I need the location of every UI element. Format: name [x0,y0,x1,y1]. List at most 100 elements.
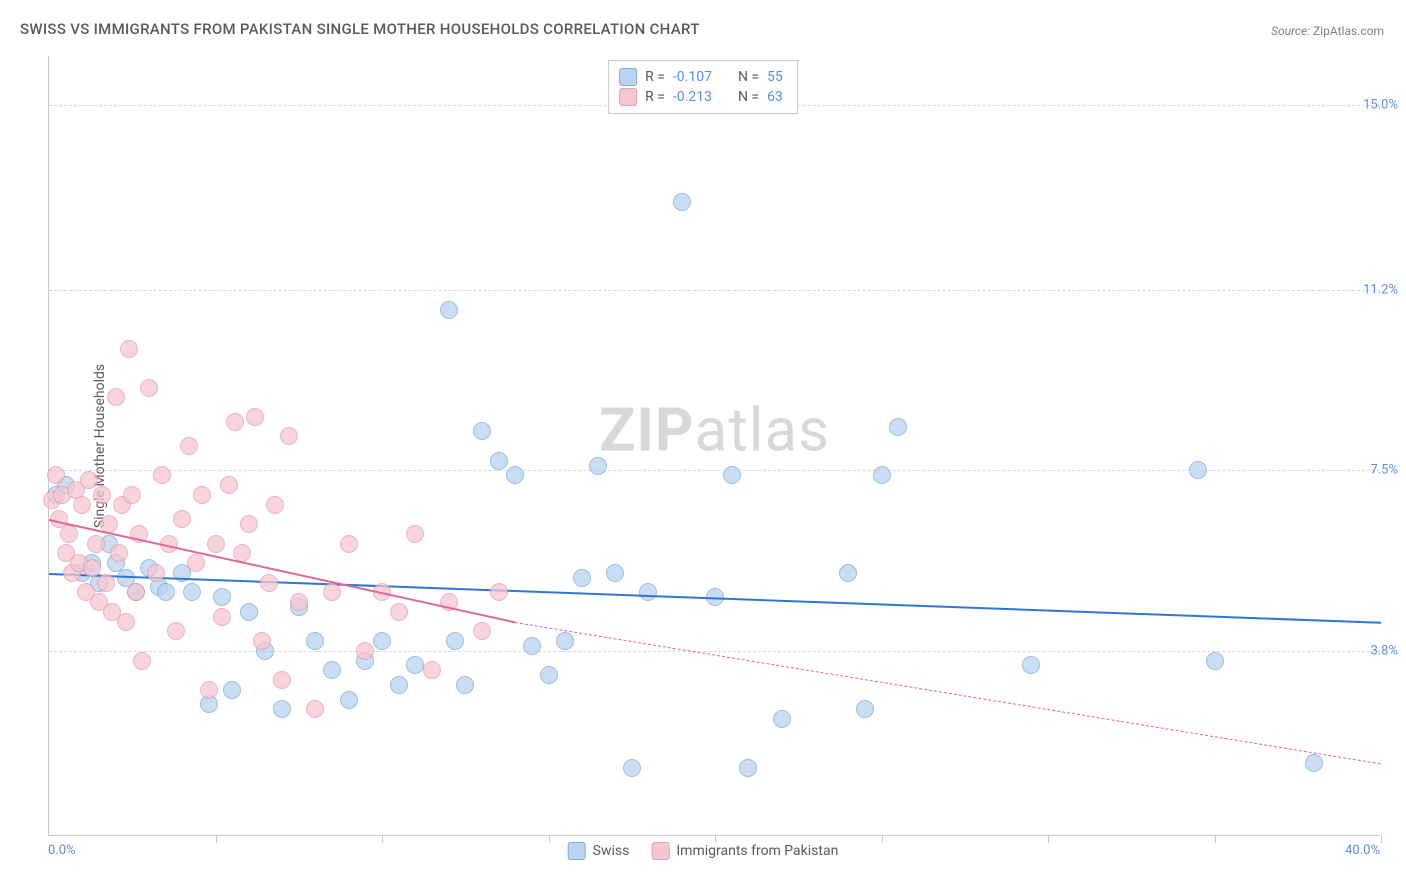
scatter-point [117,613,135,631]
stat-n-value: 63 [767,89,783,105]
scatter-point [889,418,907,436]
source-label: Source: [1271,24,1310,38]
scatter-point [1206,652,1224,670]
scatter-point [180,437,198,455]
scatter-point [373,632,391,650]
scatter-point [213,608,231,626]
scatter-point [1305,754,1323,772]
scatter-point [173,510,191,528]
x-tick-mark [882,835,883,843]
source-attribution: Source: ZipAtlas.com [1271,24,1384,38]
legend-label: Swiss [593,843,630,859]
y-tick-label: 3.8% [1370,643,1398,658]
legend-item: Immigrants from Pakistan [651,842,838,860]
x-tick-mark [1381,835,1382,843]
scatter-point [606,564,624,582]
scatter-point [639,583,657,601]
scatter-point [490,583,508,601]
scatter-point [523,637,541,655]
scatter-point [490,452,508,470]
stat-n-label: N = [738,89,759,105]
stat-r-value: -0.107 [673,69,712,85]
scatter-point [187,554,205,572]
scatter-point [157,583,175,601]
scatter-point [133,652,151,670]
scatter-point [127,583,145,601]
y-tick-label: 7.5% [1370,463,1398,478]
scatter-point [200,681,218,699]
scatter-point [506,466,524,484]
scatter-point [556,632,574,650]
scatter-point [1189,461,1207,479]
scatter-point [246,408,264,426]
y-tick-label: 15.0% [1363,97,1398,112]
scatter-point [673,193,691,211]
scatter-point [207,535,225,553]
scatter-point [123,486,141,504]
scatter-point [423,661,441,679]
scatter-point [356,642,374,660]
scatter-point [153,466,171,484]
scatter-point [773,710,791,728]
stat-n-label: N = [738,69,759,85]
scatter-point [540,666,558,684]
scatter-point [240,603,258,621]
scatter-point [406,656,424,674]
scatter-point [240,515,258,533]
stat-row: R =-0.107N =55 [619,67,783,87]
bottom-legend: Swiss Immigrants from Pakistan [568,842,839,860]
source-value: ZipAtlas.com [1313,24,1384,38]
stat-row: R =-0.213N =63 [619,87,783,107]
x-tick-mark [1215,835,1216,843]
scatter-point [73,496,91,514]
scatter-point [406,525,424,543]
scatter-point [739,759,757,777]
scatter-point [456,676,474,694]
scatter-point [623,759,641,777]
chart-plot-area: ZIPatlas [48,56,1380,836]
scatter-point [273,671,291,689]
scatter-point [323,661,341,679]
scatter-point [340,691,358,709]
scatter-point [390,676,408,694]
scatter-point [723,466,741,484]
scatter-point [107,388,125,406]
scatter-point [140,379,158,397]
x-axis-min-label: 0.0% [48,843,76,858]
scatter-point [290,593,308,611]
gridline [49,651,1380,652]
gridline [49,290,1380,291]
y-tick-label: 11.2% [1363,283,1398,298]
watermark: ZIPatlas [599,394,830,465]
correlation-stat-box: R =-0.107N =55R =-0.213N =63 [608,60,798,114]
scatter-point [253,632,271,650]
stat-r-label: R = [645,69,665,85]
legend-swatch [651,842,669,860]
scatter-point [80,471,98,489]
scatter-point [839,564,857,582]
scatter-point [440,301,458,319]
scatter-point [306,632,324,650]
scatter-point [147,564,165,582]
scatter-point [120,340,138,358]
stat-swatch [619,88,637,106]
scatter-point [213,588,231,606]
chart-title: SWISS VS IMMIGRANTS FROM PAKISTAN SINGLE… [20,20,700,38]
scatter-point [193,486,211,504]
legend-item: Swiss [568,842,630,860]
scatter-point [340,535,358,553]
x-tick-mark [549,835,550,843]
x-tick-mark [382,835,383,843]
stat-swatch [619,68,637,86]
legend-swatch [568,842,586,860]
scatter-point [323,583,341,601]
legend-label: Immigrants from Pakistan [676,843,838,859]
scatter-point [573,569,591,587]
gridline [49,470,1380,471]
scatter-point [110,544,128,562]
scatter-point [260,574,278,592]
watermark-rest: atlas [695,394,830,465]
scatter-point [97,574,115,592]
scatter-point [93,486,111,504]
x-tick-mark [216,835,217,843]
